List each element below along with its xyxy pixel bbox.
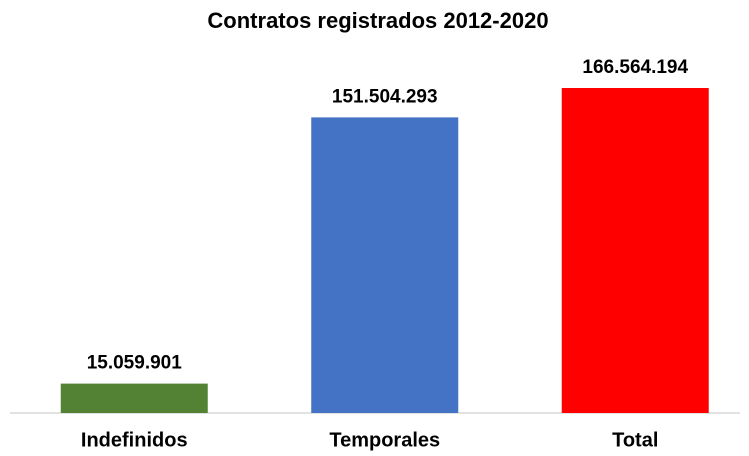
bar — [561, 88, 709, 413]
value-label: 15.059.901 — [87, 353, 183, 374]
x-tick-label: Total — [612, 429, 658, 451]
chart-title: Contratos registrados 2012-2020 — [207, 8, 548, 33]
value-label: 151.504.293 — [332, 86, 438, 107]
x-tick-label: Temporales — [329, 429, 440, 451]
bar — [60, 383, 208, 413]
x-tick-label: Indefinidos — [81, 429, 188, 451]
value-label: 166.564.194 — [582, 57, 688, 78]
bar — [311, 117, 459, 413]
